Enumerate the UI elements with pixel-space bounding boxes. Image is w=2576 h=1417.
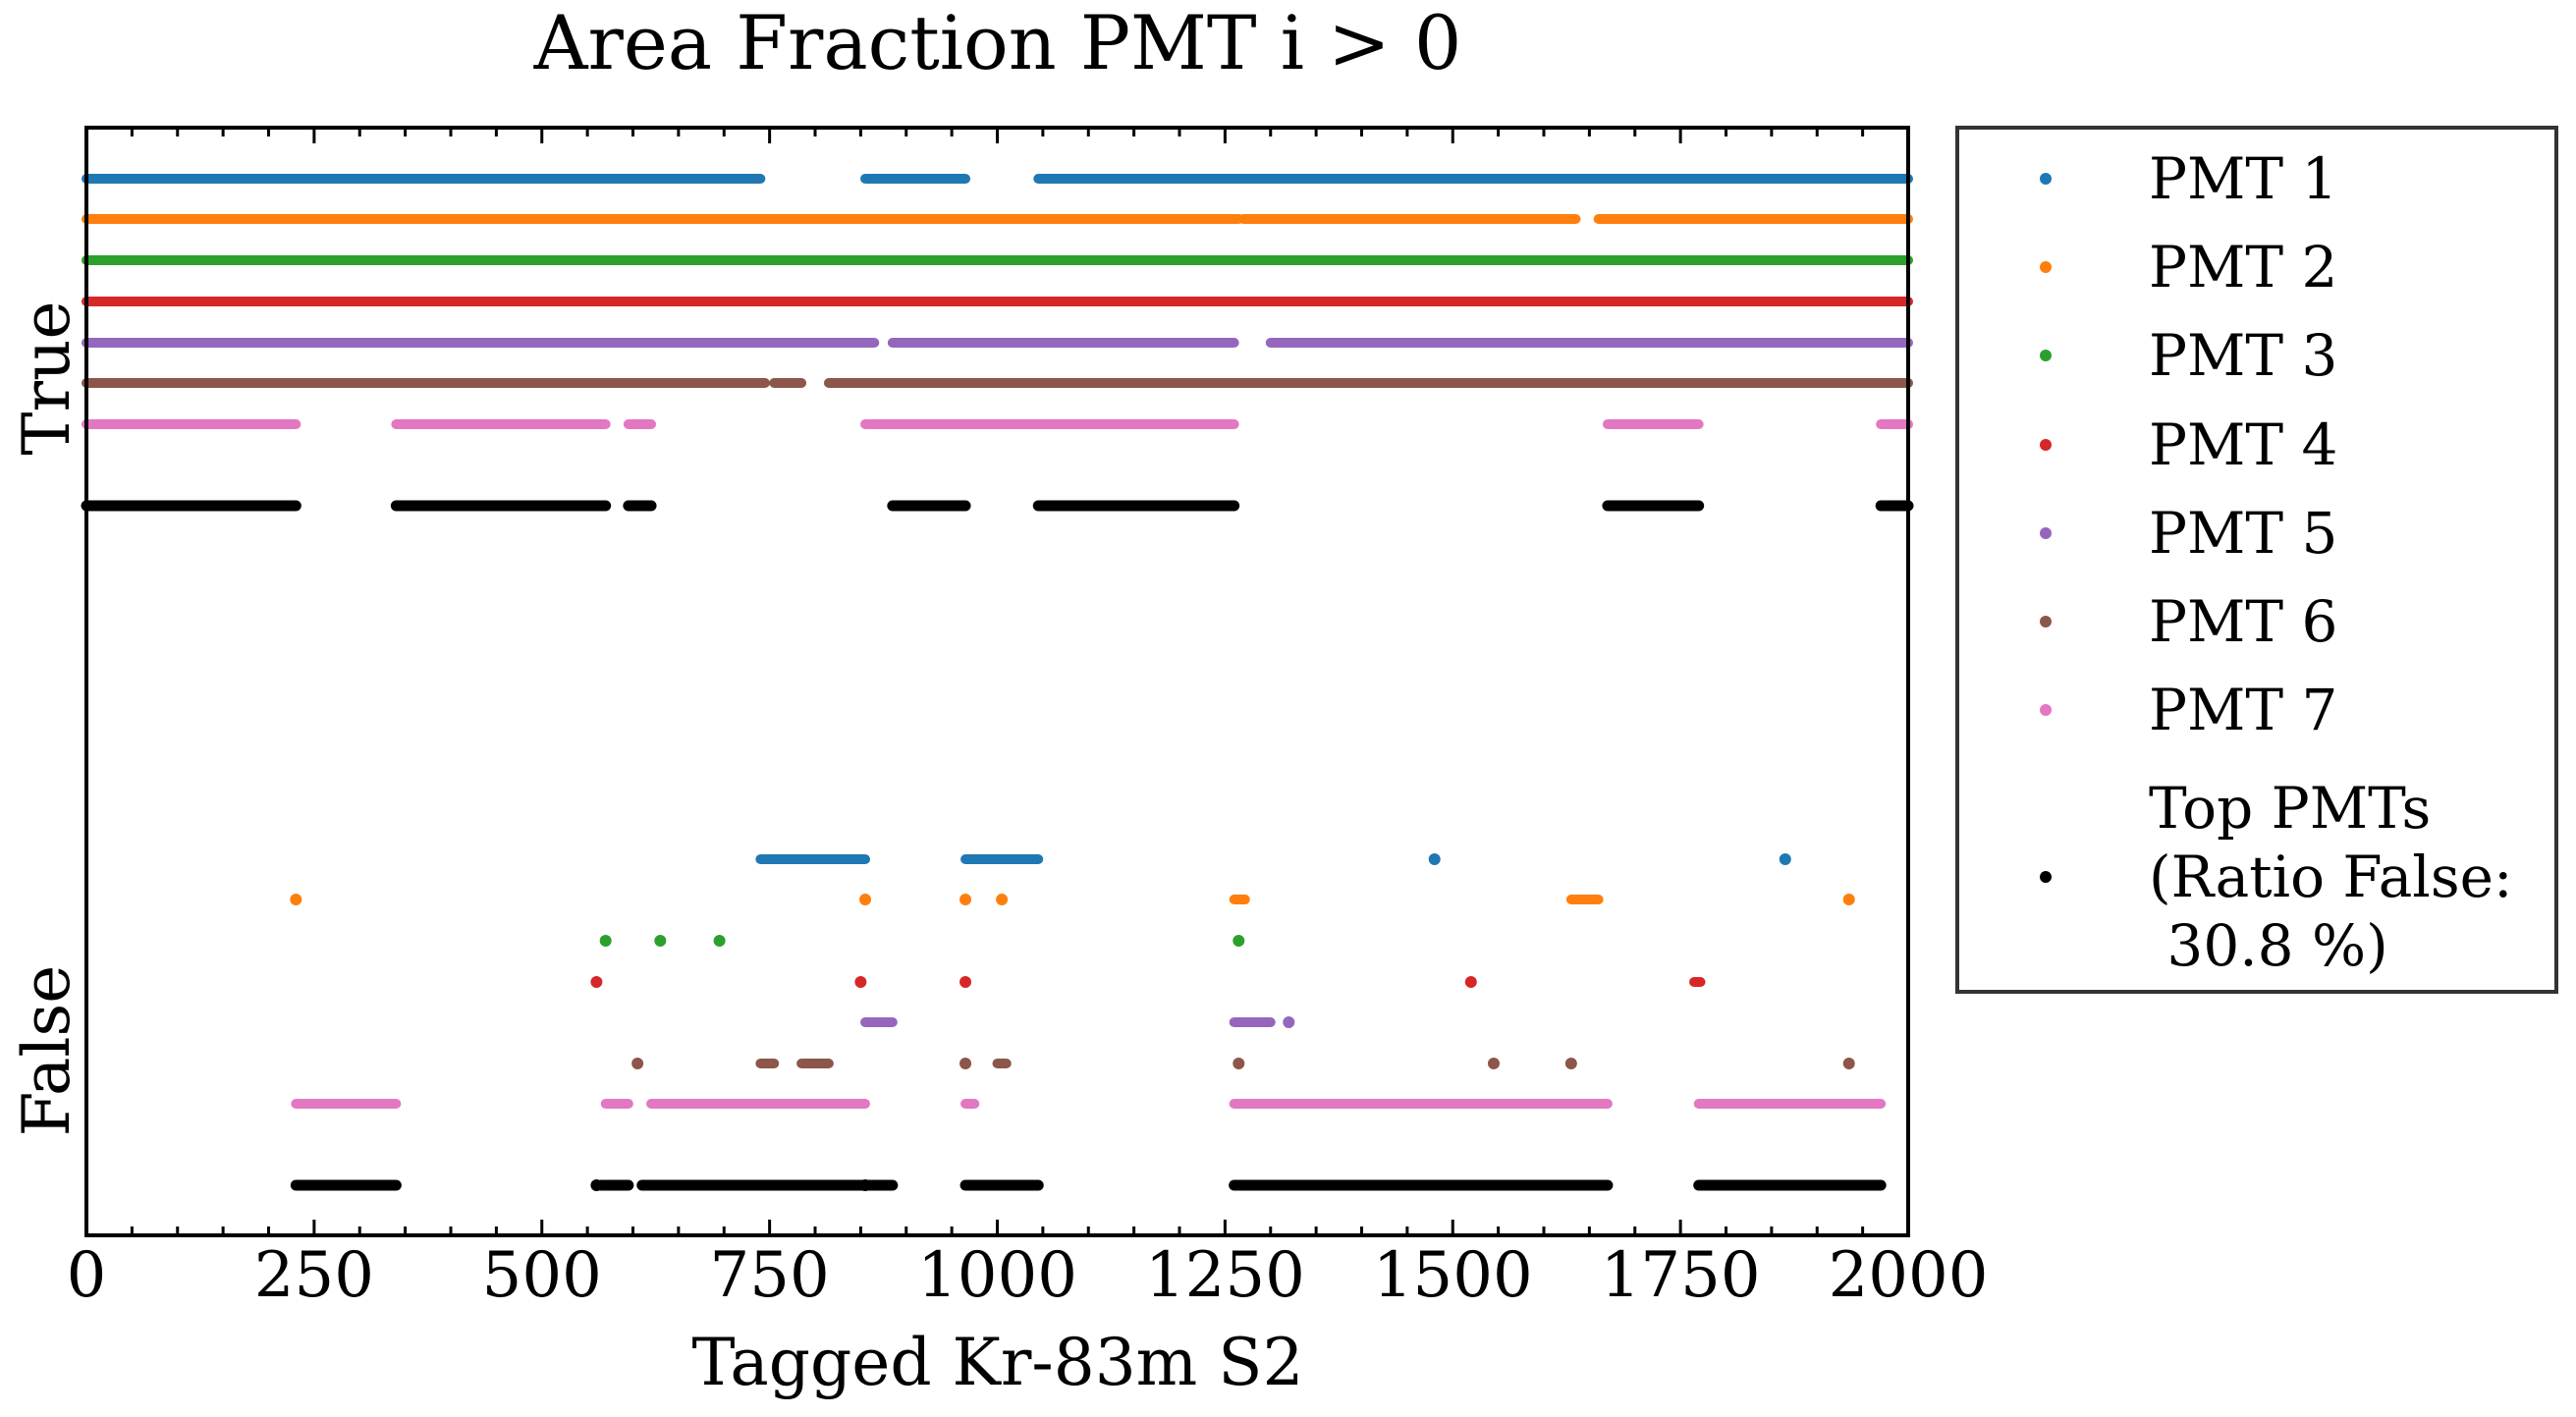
pmt-2-false-point [996, 894, 1009, 905]
pmt-3-false-point [1233, 935, 1245, 947]
x-tick-label: 500 [482, 1239, 602, 1312]
pmt-6-false-point [1842, 1058, 1855, 1069]
pmt-6-false-point [959, 1058, 972, 1069]
x-tick-label: 1500 [1373, 1239, 1533, 1312]
pmt-1-false-point [1428, 853, 1441, 865]
pmt-5-legend-marker [2040, 527, 2052, 539]
top-pmts-legend-marker [2040, 871, 2052, 883]
pmt-4-false-point [1464, 976, 1477, 988]
pmt-4-legend-marker [2040, 439, 2052, 451]
plot-frame [84, 126, 1910, 1237]
pmt-3-false-point [599, 935, 612, 947]
y-category-label-false: False [9, 965, 84, 1137]
pmt-2-false-point [859, 894, 872, 905]
pmt-3-legend-marker [2040, 350, 2052, 361]
pmt-5-legend-label: PMT 5 [2149, 500, 2337, 567]
top-pmts-false-point [859, 1179, 872, 1191]
pmt-1-legend-label: PMT 1 [2149, 145, 2337, 212]
pmt-4-false-point [959, 976, 972, 988]
legend-label-line: Top PMTs [2149, 775, 2431, 842]
x-tick-label: 2000 [1829, 1239, 1989, 1312]
pmt-7-legend-label: PMT 7 [2149, 677, 2337, 743]
x-axis: 0 250 500 750 1000 1250 1500 1750 2000 [67, 128, 1989, 1312]
chart-title: Area Fraction PMT i > 0 [533, 0, 1462, 86]
pmt-6-legend-marker [2040, 616, 2052, 627]
x-axis-label: Tagged Kr-83m S2 [692, 1325, 1304, 1400]
pmt-2-legend-marker [2040, 261, 2052, 273]
pmt-1-legend-marker [2040, 173, 2052, 185]
pmt-3-false-point [654, 935, 667, 947]
x-tick-label: 1000 [917, 1239, 1077, 1312]
top-pmts-false-point [590, 1179, 603, 1191]
pmt-6-false-point [1233, 1058, 1245, 1069]
pmt-4-false-point [590, 976, 603, 988]
pmt-1-false-point [1779, 853, 1791, 865]
legend: PMT 1 PMT 2 PMT 3 PMT 4 PMT 5 PMT 6 PMT 7 Top P… [1955, 126, 2558, 994]
pmt-4-false-point [854, 976, 867, 988]
pmt-2-false-point [959, 894, 972, 905]
legend-label-line: 30.8 %) [2149, 912, 2388, 979]
pmt-4-legend-label: PMT 4 [2149, 411, 2337, 478]
pmt-5-false-point [1283, 1016, 1295, 1028]
top-pmts-legend-label: Top PMTs (Ratio False: 30.8 %) [2149, 775, 2513, 979]
true-band-marks [81, 174, 1914, 512]
pmt-2-legend-label: PMT 2 [2149, 234, 2337, 300]
pmt-2-false-point [1842, 894, 1855, 905]
pmt-6-false-point [1564, 1058, 1577, 1069]
legend-label-line: (Ratio False: [2149, 844, 2513, 910]
pmt-3-legend-label: PMT 3 [2149, 322, 2337, 389]
plot-area [81, 126, 1914, 1237]
pmt-6-false-point [631, 1058, 644, 1069]
x-tick-label: 1750 [1601, 1239, 1761, 1312]
pmt-3-false-point [713, 935, 726, 947]
false-band-marks [290, 853, 1887, 1191]
pmt-6-false-point [1487, 1058, 1500, 1069]
pmt-7-legend-marker [2040, 704, 2052, 716]
x-tick-label: 1250 [1145, 1239, 1305, 1312]
legend-frame [1955, 126, 2558, 994]
pmt-6-legend-label: PMT 6 [2149, 588, 2337, 655]
y-category-label-true: True [9, 300, 84, 455]
x-tick-label: 0 [67, 1239, 107, 1312]
pmt-2-false-point [290, 894, 302, 905]
x-tick-label: 750 [710, 1239, 830, 1312]
x-tick-label: 250 [254, 1239, 374, 1312]
